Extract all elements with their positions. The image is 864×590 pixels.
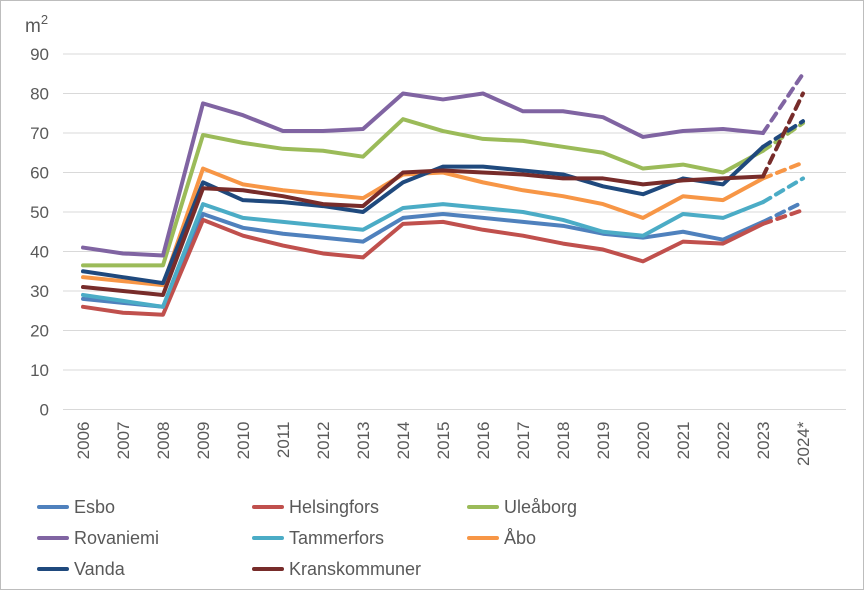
x-axis-tick-label: 2024* — [794, 421, 813, 466]
y-axis-tick-label: 20 — [30, 322, 49, 341]
legend-item-vanda: Vanda — [37, 558, 125, 580]
x-axis-tick-label: 2009 — [194, 422, 213, 460]
series-line-esbo — [81, 211, 765, 309]
x-axis-tick-label: 2007 — [114, 422, 133, 460]
x-axis-tick-label: 2011 — [274, 422, 293, 459]
legend-swatch-vanda — [37, 566, 69, 572]
y-axis-tick-label: 0 — [40, 401, 49, 420]
x-axis-tick-label: 2006 — [74, 422, 93, 460]
x-axis-tick-label: 2021 — [674, 422, 693, 460]
legend-item-uleaborg: Uleåborg — [467, 496, 577, 518]
series-line-uleaborg — [81, 117, 765, 268]
x-axis-tick-label: 2022 — [714, 422, 733, 460]
legend-swatch-esbo — [37, 504, 69, 510]
legend-item-abo: Åbo — [467, 527, 536, 549]
x-axis-tick-label: 2012 — [314, 422, 333, 460]
legend-label-vanda: Vanda — [74, 559, 125, 579]
legend-label-esbo: Esbo — [74, 497, 116, 517]
series-projection-esbo — [761, 200, 805, 224]
x-axis-tick-label: 2015 — [434, 422, 453, 460]
y-axis-tick-label: 40 — [30, 243, 49, 262]
x-axis-tick-label: 2013 — [354, 422, 373, 460]
legend-item-kranskommuner: Kranskommuner — [252, 558, 421, 580]
x-axis-tick-label: 2020 — [634, 422, 653, 460]
legend-item-rovaniemi: Rovaniemi — [37, 527, 159, 549]
legend-label-helsingfors: Helsingfors — [289, 497, 380, 517]
legend-swatch-abo — [467, 535, 499, 541]
y-axis-tick-label: 10 — [30, 361, 49, 380]
y-axis-tick-label: 80 — [30, 85, 49, 104]
legend-label-kranskommuner: Kranskommuner — [289, 559, 422, 579]
y-axis-unit-label: m2 — [25, 12, 48, 37]
y-axis-tick-label: 90 — [30, 45, 49, 64]
x-axis-tick-label: 2008 — [154, 422, 173, 460]
legend-label-tammerfors: Tammerfors — [289, 528, 385, 548]
legend-swatch-tammerfors — [252, 535, 284, 541]
legend-swatch-helsingfors — [252, 504, 284, 510]
series-line-helsingfors — [81, 217, 765, 317]
series-projection-helsingfors — [761, 208, 805, 226]
series-projection-kranskommuner — [761, 91, 805, 179]
legend-swatch-kranskommuner — [252, 566, 284, 572]
legend-label-uleaborg: Uleåborg — [504, 497, 578, 517]
plot-area: 0 10 20 30 40 50 60 70 80 90 m2 2006 2007 2008 2009 201… — [25, 12, 846, 466]
series-line-tammerfors — [81, 200, 765, 309]
series-projection-rovaniemi — [761, 71, 805, 135]
legend-label-rovaniemi: Rovaniemi — [74, 528, 160, 548]
series-projection-abo — [761, 160, 805, 181]
legend-item-tammerfors: Tammerfors — [252, 527, 384, 549]
series-projection-tammerfors — [761, 176, 805, 205]
series-line-vanda — [81, 144, 765, 286]
y-axis-tick-label: 60 — [30, 164, 49, 183]
x-axis-tick-label: 2016 — [474, 422, 493, 460]
legend-label-abo: Åbo — [504, 528, 537, 548]
y-axis-tick-label: 50 — [30, 203, 49, 222]
x-axis-tick-label: 2017 — [514, 422, 533, 460]
legend-swatch-uleaborg — [467, 504, 499, 510]
x-axis-tick-label: 2023 — [754, 422, 773, 460]
x-axis-tick-label: 2018 — [554, 422, 573, 460]
x-axis-tick-label: 2014 — [394, 422, 413, 460]
legend-swatch-rovaniemi — [37, 535, 69, 541]
series-line-kranskommuner — [81, 168, 765, 297]
series-line-rovaniemi — [81, 91, 765, 258]
y-axis-tick-label: 70 — [30, 124, 49, 143]
legend-item-esbo: Esbo — [37, 496, 115, 518]
legend-item-helsingfors: Helsingfors — [252, 496, 379, 518]
x-axis-tick-label: 2010 — [234, 422, 253, 460]
y-axis-tick-label: 30 — [30, 282, 49, 301]
x-axis-tick-label: 2019 — [594, 422, 613, 460]
